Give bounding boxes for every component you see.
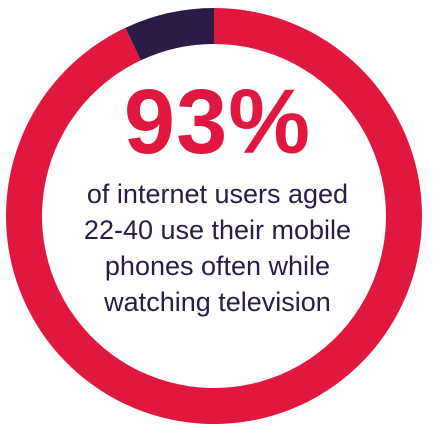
- caption-line-3: phones often while: [104, 251, 331, 281]
- big-percentage: 93%: [123, 71, 312, 173]
- donut-segment-remainder: [125, 8, 214, 61]
- caption-line-4: watching television: [104, 287, 331, 317]
- caption: of internet users aged 22-40 use their m…: [60, 176, 375, 320]
- caption-line-2: 22-40 use their mobile: [83, 215, 352, 245]
- caption-line-1: of internet users aged: [86, 179, 349, 209]
